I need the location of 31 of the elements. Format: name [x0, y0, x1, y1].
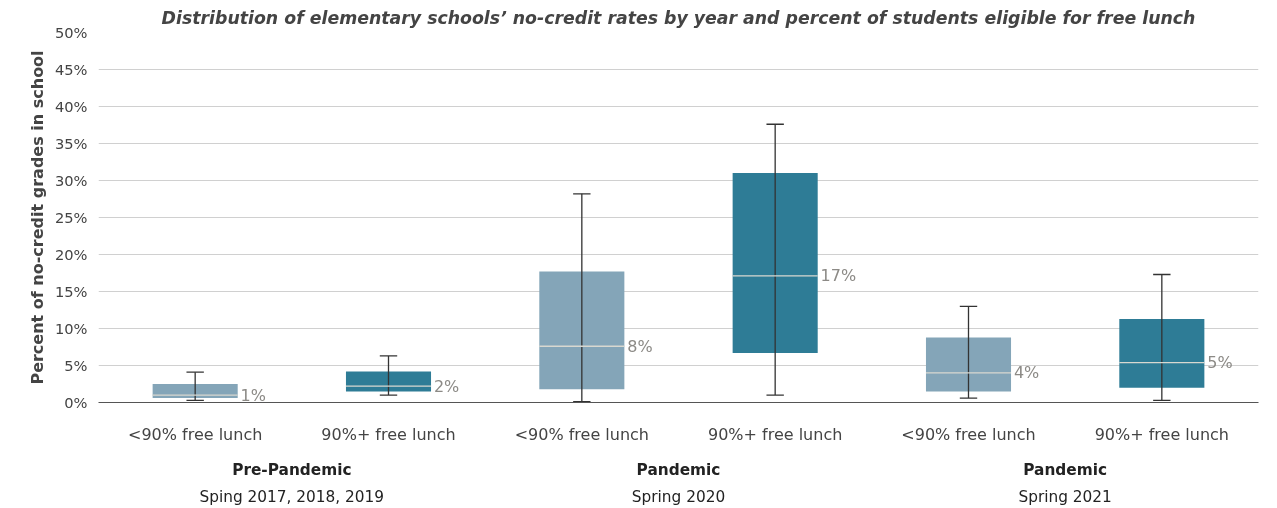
x-tick-label: <90% free lunch — [901, 424, 1036, 444]
text: 8% — [627, 336, 653, 356]
chart-title: Distribution of elementary schools’ no-credit rates by year and percent of students eligible for free lunch — [161, 7, 1196, 28]
y-axis-title: Percent of no-credit grades in school — [27, 50, 47, 385]
y-tick-label: 40% — [54, 98, 88, 115]
x-tick-label: 90%+ free lunch — [321, 424, 456, 444]
y-tick-label: 45% — [54, 61, 88, 78]
text: 1% — [240, 385, 266, 405]
text: Pandemic — [636, 460, 721, 479]
x-tick-label: 90%+ free lunch — [1094, 424, 1230, 444]
y-tick-label: 5% — [64, 357, 88, 374]
text: 4% — [1013, 363, 1040, 383]
y-tick-label: 35% — [54, 135, 88, 152]
text: Sping 2017, 2018, 2019 — [199, 487, 385, 506]
y-tick-label: 10% — [54, 320, 88, 337]
text: Spring 2021 — [1018, 487, 1112, 506]
y-tick-label: 30% — [54, 172, 88, 189]
y-tick-label: 25% — [54, 209, 88, 226]
text: Pandemic — [1023, 460, 1108, 479]
y-tick-label: 15% — [54, 283, 88, 300]
y-tick-label: 20% — [54, 246, 88, 263]
x-tick-label: 90%+ free lunch — [707, 424, 843, 444]
x-tick-label: <90% free lunch — [514, 424, 650, 444]
text: 5% — [1207, 353, 1233, 373]
y-tick-label: 50% — [54, 24, 88, 41]
text: 17% — [820, 266, 857, 286]
y-tick-label: 0% — [64, 394, 88, 411]
text: Pre-Pandemic — [232, 460, 352, 479]
x-tick-label: <90% free lunch — [127, 424, 263, 444]
text: Spring 2020 — [631, 487, 726, 506]
text: 2% — [433, 376, 460, 396]
